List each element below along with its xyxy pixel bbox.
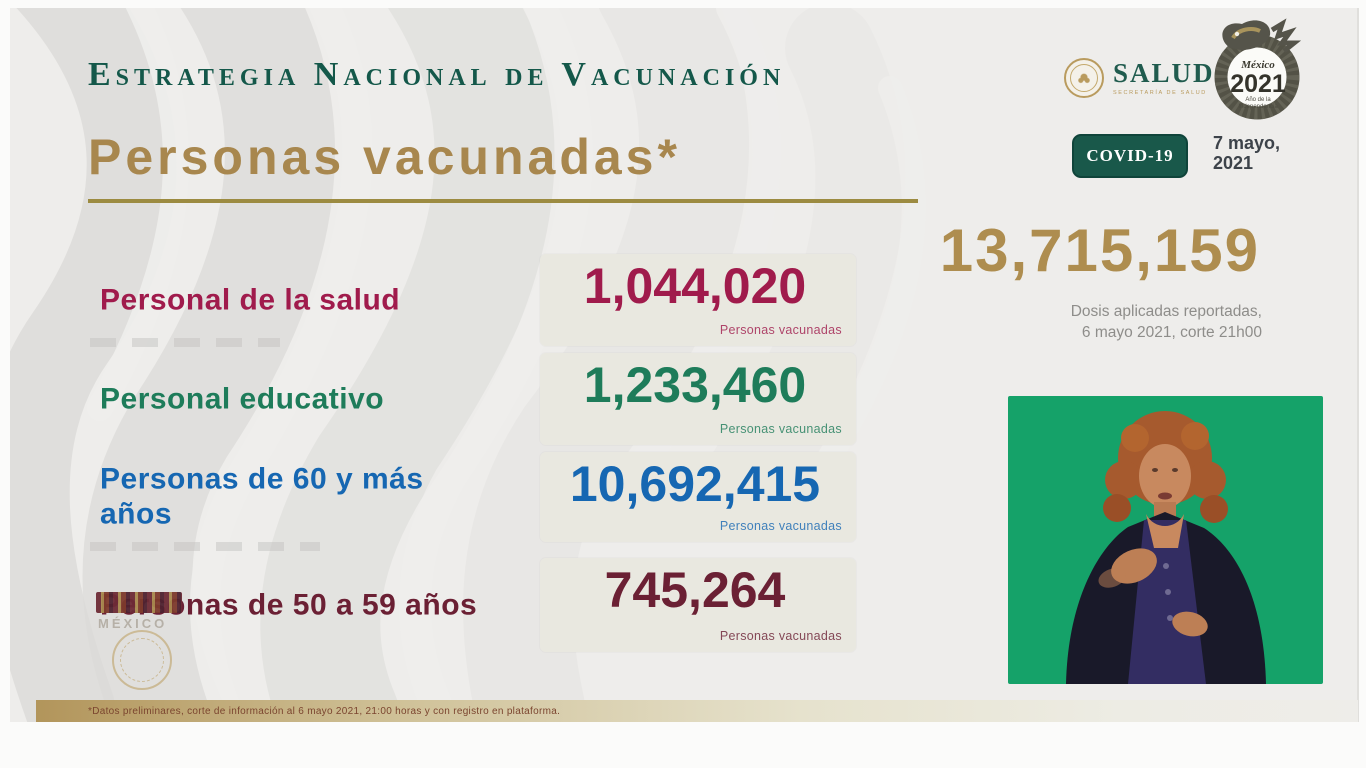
row-value: 1,044,020	[583, 258, 807, 314]
mexico-2021-emblem: México 2021 Año de la Independencia	[1214, 18, 1302, 120]
title-underline	[88, 199, 918, 203]
row-label: Personas de 60 y más años	[100, 462, 424, 531]
interpreter-figure	[1066, 411, 1266, 684]
total-doses-value: 13,715,159	[939, 217, 1260, 284]
row-value: 10,692,415	[569, 456, 821, 512]
sign-language-interpreter-video	[1008, 396, 1323, 684]
mexico-logo-sub2: Independencia	[1238, 104, 1278, 110]
stat-row-50-a-59: Personas de 50 a 59 años 745,264 Persona…	[88, 558, 860, 652]
serpent-head-icon	[1222, 20, 1271, 50]
mexico-logo-sub1: Año de la	[1245, 97, 1271, 103]
total-doses-caption: Dosis aplicadas reportadas, 6 mayo 2021,…	[1071, 302, 1262, 344]
gobierno-watermark-figures	[96, 592, 182, 613]
row-value-card: 1,233,460 Personas vacunadas	[540, 353, 856, 445]
gobierno-watermark-text: MÉXICO	[98, 616, 168, 631]
salud-logo-subtext: SECRETARÍA DE SALUD	[1113, 90, 1207, 96]
pattern-dashes	[90, 542, 320, 551]
total-caption-line1: Dosis aplicadas reportadas,	[1070, 303, 1262, 320]
salud-logo: SALUD SECRETARÍA DE SALUD	[1064, 58, 1215, 98]
salud-seal-icon	[1064, 58, 1104, 98]
total-caption-line2: 6 mayo 2021, corte 21h00	[1081, 323, 1262, 341]
slide-date: 7 mayo, 2021	[1213, 133, 1280, 173]
row-unit-label: Personas vacunadas	[719, 519, 842, 533]
row-value: 745,264	[604, 562, 786, 618]
mexico-logo-year: 2021	[1230, 70, 1286, 98]
row-value-card: 745,264 Personas vacunadas	[540, 558, 856, 652]
page-title: Personas vacunadas*	[88, 129, 681, 185]
row-unit-label: Personas vacunadas	[719, 422, 842, 436]
row-value-card: 10,692,415 Personas vacunadas	[540, 452, 856, 542]
slide-edge-divider	[1357, 8, 1359, 722]
stat-row-60-y-mas: Personas de 60 y más años 10,692,415 Per…	[88, 452, 860, 542]
row-unit-label: Personas vacunadas	[719, 629, 842, 643]
row-unit-label: Personas vacunadas	[719, 323, 842, 337]
stat-row-personal-salud: Personal de la salud 1,044,020 Personas …	[88, 254, 860, 346]
mexico-logo-name: México	[1240, 59, 1275, 71]
covid19-badge: COVID-19	[1072, 134, 1188, 178]
footnote-bar: *Datos preliminares, corte de informació…	[36, 700, 1358, 722]
program-kicker: Estrategia Nacional de Vacunación	[88, 56, 786, 93]
row-value: 1,233,460	[583, 357, 807, 413]
footnote-text: *Datos preliminares, corte de informació…	[88, 705, 561, 717]
slide-date-line1: 7 mayo,	[1213, 133, 1281, 153]
row-value-card: 1,044,020 Personas vacunadas	[540, 254, 856, 346]
slide-date-line2: 2021	[1213, 153, 1254, 174]
salud-logo-text: SALUD	[1113, 58, 1215, 88]
row-label: Personal de la salud	[100, 283, 401, 317]
gobierno-watermark-seal-icon	[112, 630, 172, 690]
pattern-dashes	[90, 338, 280, 347]
stat-row-personal-educativo: Personal educativo 1,233,460 Personas va…	[88, 353, 860, 445]
row-label: Personal educativo	[100, 382, 385, 416]
